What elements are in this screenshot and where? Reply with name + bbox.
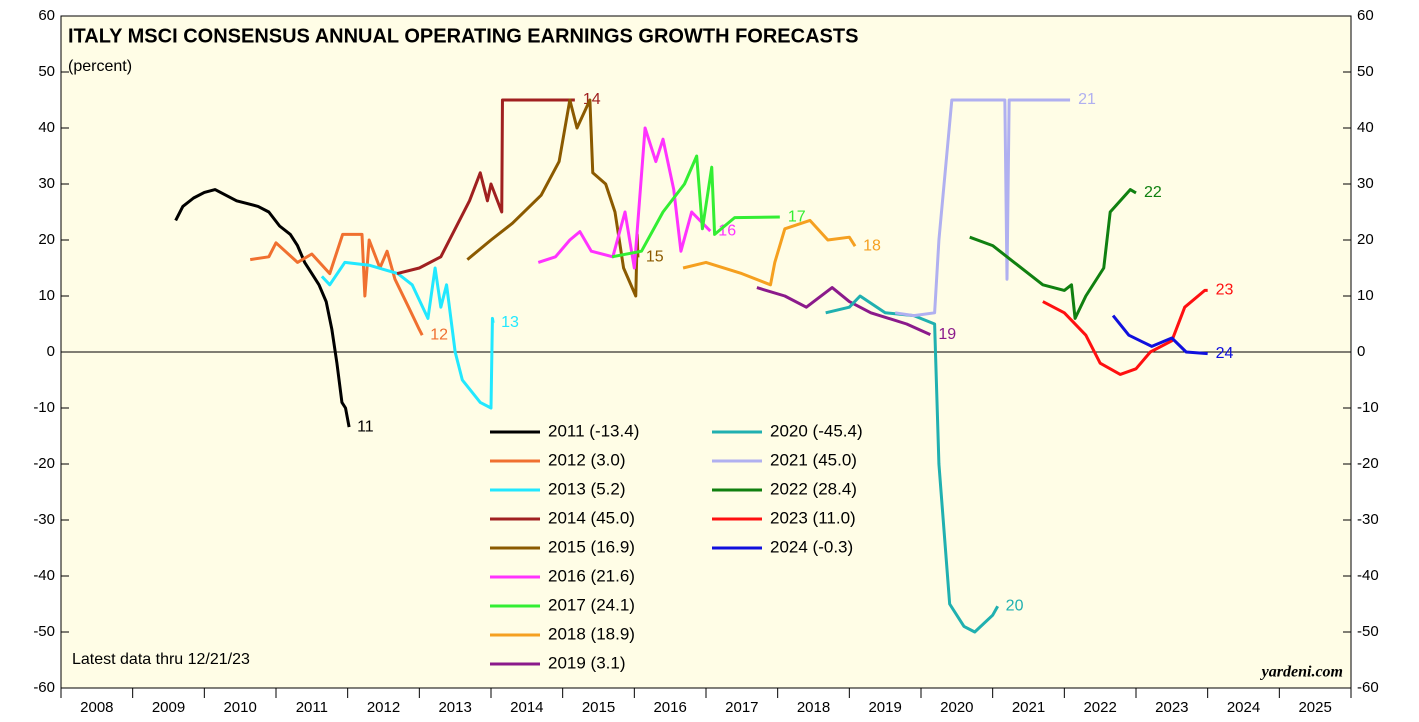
y-tick-label: 50	[38, 63, 55, 80]
end-label: 17	[788, 208, 806, 225]
legend-label: 2016 (21.6)	[548, 566, 635, 585]
y2-tick-label: -20	[1357, 455, 1379, 472]
series-line	[611, 154, 780, 259]
x-tick-label: 2015	[582, 699, 615, 716]
y2-tick-label: 60	[1357, 7, 1374, 24]
series-line	[825, 294, 999, 634]
legend-label: 2020 (-45.4)	[770, 421, 863, 440]
x-tick-label: 2010	[223, 699, 256, 716]
end-label: 15	[646, 249, 664, 266]
end-label: 11	[357, 418, 374, 435]
end-label: 24	[1216, 345, 1234, 362]
x-tick-label: 2008	[80, 699, 113, 716]
y-tick-label: -20	[33, 455, 55, 472]
y2-tick-label: 10	[1357, 287, 1374, 304]
end-label: 21	[1078, 91, 1096, 108]
x-tick-label: 2017	[725, 699, 758, 716]
series-line	[969, 188, 1137, 320]
y2-tick-label: 0	[1357, 343, 1365, 360]
legend-label: 2022 (28.4)	[770, 479, 857, 498]
end-label: 22	[1144, 184, 1162, 201]
x-tick-label: 2014	[510, 699, 543, 716]
x-tick-label: 2016	[653, 699, 686, 716]
y2-tick-label: -50	[1357, 623, 1379, 640]
series-line	[320, 260, 495, 410]
chart-title: ITALY MSCI CONSENSUS ANNUAL OPERATING EA…	[68, 25, 858, 47]
y2-tick-label: 30	[1357, 175, 1374, 192]
series-line	[466, 98, 640, 298]
y-tick-label: 10	[38, 287, 55, 304]
end-label: 14	[583, 91, 601, 108]
series-line	[396, 98, 575, 276]
x-tick-label: 2018	[797, 699, 830, 716]
y2-tick-label: 20	[1357, 231, 1374, 248]
y-tick-label: -40	[33, 567, 55, 584]
legend-label: 2011 (-13.4)	[548, 421, 639, 440]
end-label: 18	[863, 237, 881, 254]
y-tick-label: 20	[38, 231, 55, 248]
y2-tick-label: 50	[1357, 63, 1374, 80]
series-line	[537, 126, 712, 270]
y-tick-label: -50	[33, 623, 55, 640]
legend-label: 2012 (3.0)	[548, 450, 626, 469]
x-tick-label: 2013	[438, 699, 471, 716]
x-tick-label: 2021	[1012, 699, 1045, 716]
x-tick-label: 2011	[296, 699, 328, 716]
end-label: 19	[938, 326, 956, 343]
legend-label: 2021 (45.0)	[770, 450, 857, 469]
end-label: 13	[501, 314, 519, 331]
legend-label: 2014 (45.0)	[548, 508, 635, 527]
y-tick-label: 60	[38, 7, 55, 24]
series-line	[682, 218, 857, 287]
x-tick-label: 2024	[1227, 699, 1260, 716]
y2-tick-label: -60	[1357, 679, 1379, 696]
series-line	[174, 188, 351, 428]
legend-label: 2023 (11.0)	[770, 508, 856, 527]
series-line	[1042, 288, 1208, 376]
x-tick-label: 2012	[367, 699, 400, 716]
x-tick-label: 2009	[152, 699, 185, 716]
end-label: 23	[1216, 282, 1234, 299]
note: Latest data thru 12/21/23	[72, 651, 250, 668]
series-line	[894, 98, 1071, 318]
source: yardeni.com	[1260, 664, 1343, 681]
legend-label: 2018 (18.9)	[548, 624, 635, 643]
y2-tick-label: -40	[1357, 567, 1379, 584]
y2-tick-label: -30	[1357, 511, 1379, 528]
legend-label: 2015 (16.9)	[548, 537, 635, 556]
y2-tick-label: -10	[1357, 399, 1379, 416]
series-line	[1111, 314, 1208, 356]
y-tick-label: -10	[33, 399, 55, 416]
end-label: 20	[1006, 597, 1024, 614]
legend-label: 2019 (3.1)	[548, 653, 626, 672]
chart-subtitle: (percent)	[68, 58, 132, 75]
x-tick-label: 2023	[1155, 699, 1188, 716]
legend-label: 2017 (24.1)	[548, 595, 635, 614]
x-tick-label: 2019	[868, 699, 901, 716]
x-tick-label: 2025	[1298, 699, 1331, 716]
series-line	[756, 286, 931, 337]
x-tick-label: 2020	[940, 699, 973, 716]
y-tick-label: -30	[33, 511, 55, 528]
x-tick-label: 2022	[1083, 699, 1116, 716]
y-tick-label: -60	[33, 679, 55, 696]
y-tick-label: 30	[38, 175, 55, 192]
end-label: 12	[430, 326, 448, 343]
legend-label: 2013 (5.2)	[548, 479, 626, 498]
y-tick-label: 0	[47, 343, 55, 360]
legend-label: 2024 (-0.3)	[770, 537, 853, 556]
y-tick-label: 40	[38, 119, 55, 136]
y2-tick-label: 40	[1357, 119, 1374, 136]
